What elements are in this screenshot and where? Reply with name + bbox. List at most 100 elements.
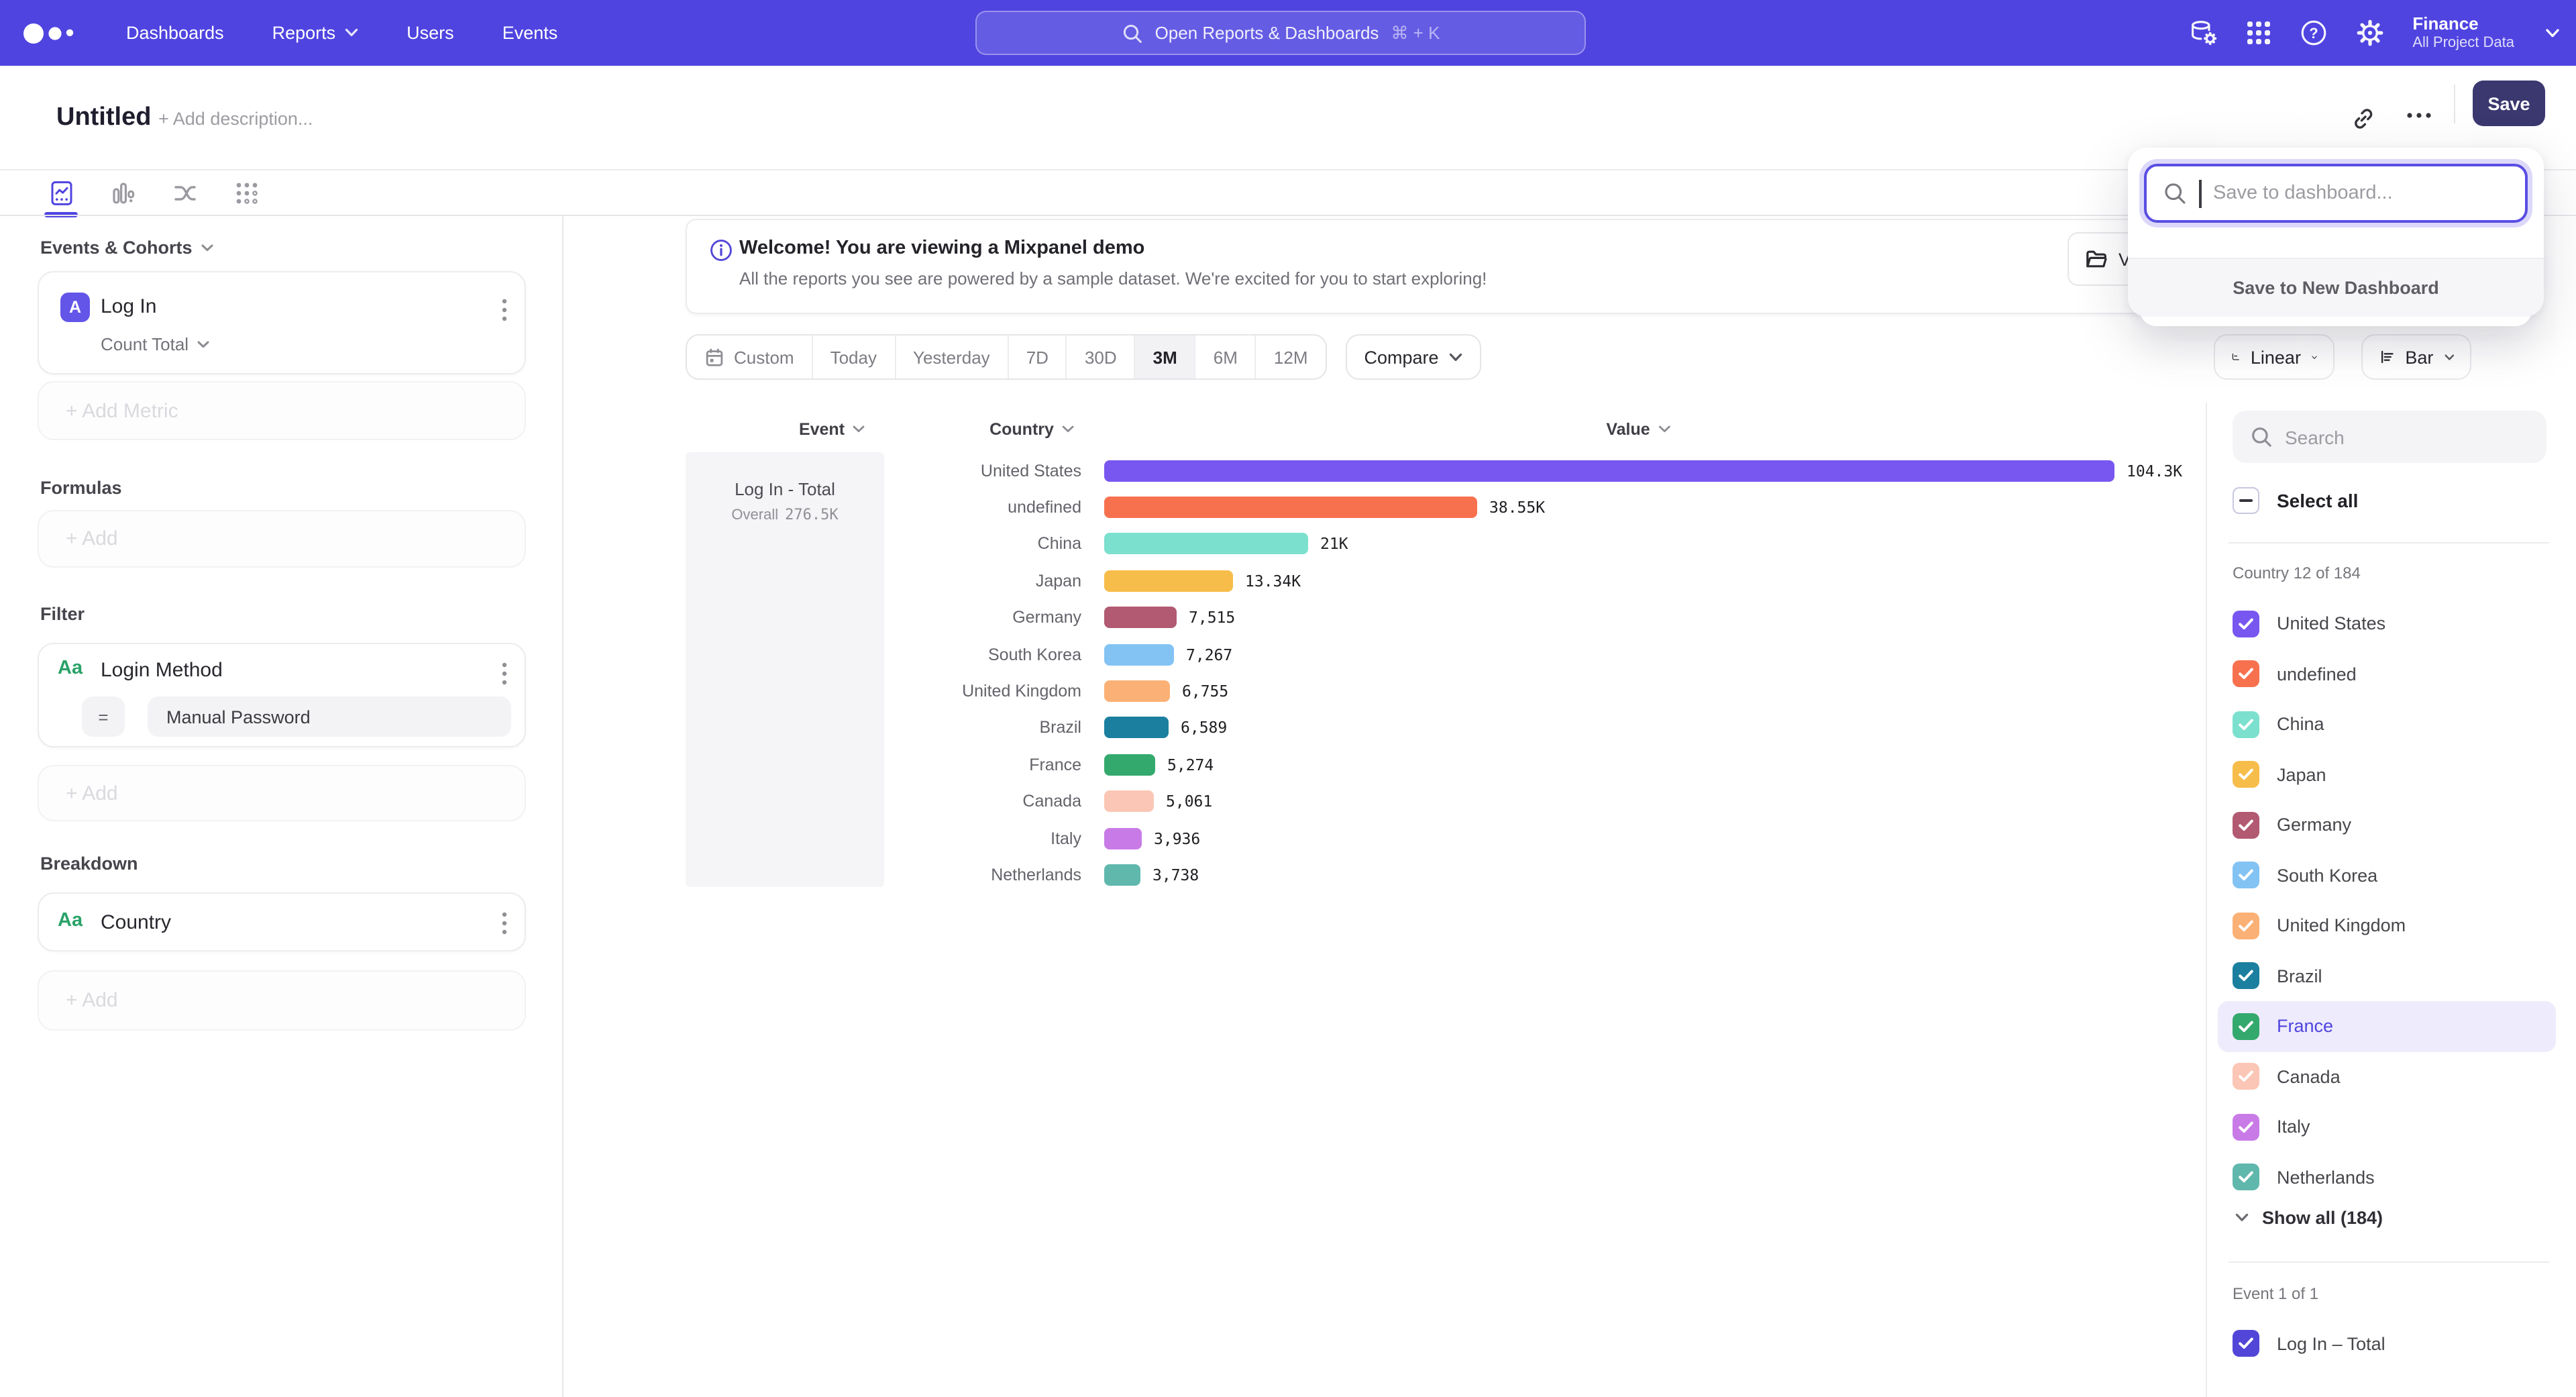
breakdown-card-country[interactable]: Aa Country bbox=[38, 892, 526, 951]
add-filter-button[interactable]: + Add bbox=[38, 765, 526, 821]
tab-retention[interactable] bbox=[229, 175, 263, 210]
bar[interactable] bbox=[1104, 533, 1308, 555]
bar-row-france: France5,274 bbox=[885, 746, 2182, 783]
nav-item-events[interactable]: Events bbox=[502, 23, 558, 43]
copy-link-icon[interactable] bbox=[2351, 106, 2376, 132]
top-nav: Dashboards Reports Users Events Open Report… bbox=[0, 0, 2576, 66]
filter-property-name[interactable]: Login Method bbox=[101, 659, 223, 682]
legend-checkbox[interactable] bbox=[2233, 963, 2259, 990]
more-options-icon[interactable] bbox=[2406, 111, 2432, 119]
save-to-new-dashboard-button[interactable]: Save to New Dashboard bbox=[2128, 258, 2544, 317]
date-range-6m[interactable]: 6M bbox=[1196, 335, 1256, 378]
legend-checkbox[interactable] bbox=[2233, 611, 2259, 637]
legend-checkbox[interactable] bbox=[2233, 711, 2259, 738]
apps-grid-icon[interactable] bbox=[2246, 20, 2271, 46]
bar[interactable] bbox=[1104, 460, 2114, 481]
filter-operator[interactable]: = bbox=[82, 696, 125, 737]
divider bbox=[2229, 542, 2549, 544]
filter-value[interactable]: Manual Password bbox=[148, 696, 511, 737]
bar[interactable] bbox=[1104, 790, 1154, 812]
global-search-bar[interactable]: Open Reports & Dashboards ⌘ + K bbox=[975, 11, 1586, 55]
select-all-row[interactable]: Select all bbox=[2218, 480, 2556, 521]
add-metric-button[interactable]: + Add Metric bbox=[38, 381, 526, 440]
events-cohorts-header[interactable]: Events & Cohorts bbox=[40, 238, 214, 258]
event-name[interactable]: Log In bbox=[101, 295, 156, 318]
tab-flows[interactable] bbox=[168, 175, 201, 210]
date-range-custom[interactable]: Custom bbox=[687, 335, 813, 378]
filter-header: Filter bbox=[40, 604, 85, 624]
metric-card-log-in[interactable]: A Log In Count Total bbox=[38, 271, 526, 374]
legend-checkbox[interactable] bbox=[2233, 812, 2259, 839]
legend-checkbox[interactable] bbox=[2233, 661, 2259, 688]
data-management-icon[interactable] bbox=[2190, 19, 2218, 47]
save-dashboard-search-input[interactable]: Save to dashboard... bbox=[2144, 164, 2528, 223]
bar[interactable] bbox=[1104, 827, 1142, 849]
date-range-yesterday[interactable]: Yesterday bbox=[896, 335, 1009, 378]
column-header-country[interactable]: Country bbox=[989, 420, 1074, 439]
legend-item-japan[interactable]: Japan bbox=[2218, 749, 2556, 800]
nav-item-reports[interactable]: Reports bbox=[272, 23, 359, 43]
mixpanel-logo-icon[interactable] bbox=[21, 18, 80, 48]
report-title[interactable]: Untitled bbox=[56, 103, 151, 133]
legend-checkbox[interactable] bbox=[2233, 1013, 2259, 1040]
kebab-menu-icon[interactable] bbox=[502, 298, 507, 322]
tab-insights[interactable] bbox=[44, 175, 78, 210]
compare-button[interactable]: Compare bbox=[1346, 334, 1482, 380]
legend-item-united-kingdom[interactable]: United Kingdom bbox=[2218, 900, 2556, 951]
aggregation-selector[interactable]: Count Total bbox=[101, 334, 209, 354]
bar[interactable] bbox=[1104, 680, 1170, 702]
bar[interactable] bbox=[1104, 754, 1155, 776]
legend-item-netherlands[interactable]: Netherlands bbox=[2218, 1152, 2556, 1202]
scale-selector[interactable]: Linear bbox=[2214, 334, 2334, 380]
event-checkbox[interactable] bbox=[2233, 1330, 2259, 1357]
date-range-7d[interactable]: 7D bbox=[1009, 335, 1067, 378]
select-all-checkbox[interactable] bbox=[2233, 487, 2259, 514]
legend-search-input[interactable]: Search bbox=[2233, 411, 2546, 463]
bar[interactable] bbox=[1104, 570, 1233, 592]
add-formula-button[interactable]: + Add bbox=[38, 510, 526, 568]
nav-item-users[interactable]: Users bbox=[407, 23, 454, 43]
date-range-12m[interactable]: 12M bbox=[1256, 335, 1326, 378]
legend-checkbox[interactable] bbox=[2233, 1164, 2259, 1191]
settings-gear-icon[interactable] bbox=[2356, 19, 2384, 47]
legend-item-germany[interactable]: Germany bbox=[2218, 800, 2556, 850]
legend-item-canada[interactable]: Canada bbox=[2218, 1051, 2556, 1102]
legend-event-row[interactable]: Log In – Total bbox=[2218, 1321, 2556, 1366]
legend-item-italy[interactable]: Italy bbox=[2218, 1102, 2556, 1152]
legend-item-undefined[interactable]: undefined bbox=[2218, 649, 2556, 699]
bar[interactable] bbox=[1104, 717, 1169, 739]
bar[interactable] bbox=[1104, 607, 1177, 629]
project-switcher[interactable]: Finance All Project Data bbox=[2412, 13, 2514, 52]
add-breakdown-button[interactable]: + Add bbox=[38, 970, 526, 1031]
save-button[interactable]: Save bbox=[2473, 81, 2545, 126]
tab-funnels[interactable] bbox=[106, 175, 140, 210]
legend-item-united-states[interactable]: United States bbox=[2218, 599, 2556, 649]
column-header-event[interactable]: Event bbox=[799, 420, 865, 439]
add-description[interactable]: + Add description... bbox=[158, 109, 313, 129]
legend-item-france[interactable]: France bbox=[2218, 1001, 2556, 1051]
legend-checkbox[interactable] bbox=[2233, 762, 2259, 788]
legend-checkbox[interactable] bbox=[2233, 913, 2259, 939]
bar[interactable] bbox=[1104, 497, 1477, 518]
breakdown-property-name[interactable]: Country bbox=[101, 911, 171, 934]
legend-checkbox[interactable] bbox=[2233, 1114, 2259, 1141]
chart-type-selector[interactable]: Bar bbox=[2361, 334, 2471, 380]
filter-card-login-method[interactable]: Aa Login Method = Manual Password bbox=[38, 643, 526, 747]
help-icon[interactable]: ? bbox=[2300, 19, 2328, 47]
column-header-value[interactable]: Value bbox=[1606, 420, 1670, 439]
legend-checkbox[interactable] bbox=[2233, 862, 2259, 889]
chevron-down-icon[interactable] bbox=[2545, 28, 2560, 38]
date-range-30d[interactable]: 30D bbox=[1067, 335, 1136, 378]
bar[interactable] bbox=[1104, 864, 1140, 886]
legend-checkbox[interactable] bbox=[2233, 1064, 2259, 1090]
legend-item-brazil[interactable]: Brazil bbox=[2218, 951, 2556, 1001]
date-range-3m[interactable]: 3M bbox=[1136, 335, 1196, 378]
date-range-today[interactable]: Today bbox=[813, 335, 896, 378]
legend-item-south-korea[interactable]: South Korea bbox=[2218, 850, 2556, 900]
kebab-menu-icon[interactable] bbox=[502, 911, 507, 935]
nav-item-dashboards[interactable]: Dashboards bbox=[126, 23, 224, 43]
legend-item-china[interactable]: China bbox=[2218, 699, 2556, 749]
bar[interactable] bbox=[1104, 643, 1174, 665]
kebab-menu-icon[interactable] bbox=[502, 662, 507, 686]
show-all-button[interactable]: Show all (184) bbox=[2235, 1208, 2383, 1228]
